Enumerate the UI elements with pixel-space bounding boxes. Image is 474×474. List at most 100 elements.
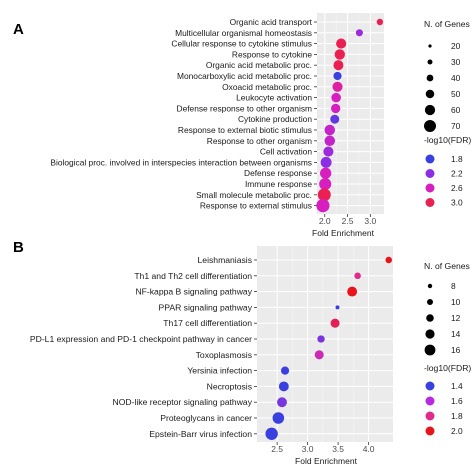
data-point <box>314 350 324 360</box>
color-legend-dot <box>425 426 435 436</box>
x-tick-label: 2.5 <box>271 444 283 454</box>
data-point <box>354 272 361 280</box>
category-label: Response to cytokine <box>232 49 312 59</box>
data-point <box>332 81 343 92</box>
data-point <box>376 18 384 26</box>
data-point <box>317 188 331 202</box>
size-legend-dot <box>424 120 436 132</box>
color-legend-label: 3.0 <box>451 198 463 208</box>
data-point <box>265 427 278 440</box>
x-tick-label: 3.0 <box>302 444 314 454</box>
category-label: PPAR signaling pathway <box>159 302 253 312</box>
x-axis-title: Fold Enrichment <box>312 228 375 238</box>
size-legend-label: 30 <box>451 57 461 67</box>
category-label: Yersinia infection <box>187 366 252 376</box>
category-label: Response to other organism <box>207 136 312 146</box>
color-legend-dot <box>425 396 435 406</box>
category-label: Cellular response to cytokine stimulus <box>171 39 312 49</box>
size-legend-dot <box>425 329 435 339</box>
size-legend-dot <box>424 344 436 356</box>
category-label: Organic acid metabolic proc. <box>206 60 312 70</box>
color-legend-title: -log10(FDR) <box>424 363 471 373</box>
x-axis-title: Fold Enrichment <box>295 456 358 466</box>
data-point <box>333 71 342 81</box>
size-legend-dot <box>427 59 433 65</box>
size-legend-label: 40 <box>451 73 461 83</box>
data-point <box>355 29 363 37</box>
category-label: Small molecule metabolic proc. <box>196 190 312 200</box>
category-label: Response to external stimulus <box>200 201 312 211</box>
color-legend-dot <box>425 198 435 207</box>
data-point <box>331 103 341 114</box>
size-legend-label: 50 <box>451 89 461 99</box>
category-label: Leishmaniasis <box>198 255 252 265</box>
size-legend-label: 20 <box>451 41 461 51</box>
category-label: Leukocyte activation <box>236 93 312 103</box>
category-label: Cytokine production <box>238 114 312 124</box>
data-point <box>324 124 336 136</box>
data-point <box>323 146 334 157</box>
size-legend-dot <box>424 104 436 116</box>
color-legend-dot <box>425 183 435 193</box>
category-label: Biological proc. involved in interspecie… <box>50 157 312 167</box>
data-point <box>324 135 336 147</box>
category-label: Necroptosis <box>207 381 252 391</box>
data-point <box>385 256 392 264</box>
data-point <box>280 366 290 375</box>
data-point <box>278 381 289 392</box>
color-legend-title: -log10(FDR) <box>424 135 471 145</box>
panel-letter: B <box>13 239 24 256</box>
category-label: NF-kappa B signaling pathway <box>135 287 252 297</box>
color-legend-label: 1.6 <box>451 396 463 406</box>
x-tick-label: 2.0 <box>319 216 331 226</box>
data-point <box>272 412 285 424</box>
category-label: Toxoplasmosis <box>196 350 252 360</box>
data-point <box>330 318 340 328</box>
category-label: Cell activation <box>260 147 312 157</box>
x-tick-label: 2.5 <box>342 216 354 226</box>
category-label: Response to external biotic stimulus <box>178 125 312 135</box>
size-legend-title: N. of Genes <box>424 19 470 29</box>
size-legend-label: 60 <box>451 105 461 115</box>
size-legend-title: N. of Genes <box>424 261 470 271</box>
data-point <box>336 38 347 49</box>
size-legend-label: 70 <box>451 121 461 131</box>
data-point <box>347 286 358 297</box>
color-legend-label: 1.8 <box>451 154 463 164</box>
category-label: Multicellular organismal homeostasis <box>175 28 312 38</box>
color-legend-dot <box>425 169 435 178</box>
size-legend-label: 8 <box>451 281 456 291</box>
size-legend-dot <box>427 283 433 289</box>
category-label: Organic acid transport <box>230 17 313 27</box>
data-point <box>320 167 332 179</box>
category-label: Oxoacid metabolic proc. <box>222 82 312 92</box>
data-point <box>331 92 341 103</box>
category-label: Defense response to other organism <box>177 103 312 113</box>
color-legend-label: 1.8 <box>451 411 463 421</box>
size-legend-label: 12 <box>451 313 461 323</box>
category-label: Th17 cell differentiation <box>163 318 252 328</box>
panel-letter: A <box>13 21 24 38</box>
data-point <box>317 335 325 343</box>
data-point <box>277 397 287 408</box>
size-legend-dot <box>426 314 434 322</box>
category-label: Epstein-Barr virus infection <box>149 429 252 439</box>
color-legend-label: 2.6 <box>451 183 463 193</box>
category-label: Monocarboxylic acid metabolic proc. <box>177 71 312 81</box>
data-point <box>330 114 340 124</box>
data-point <box>320 156 332 168</box>
category-label: Th1 and Th2 cell differentiation <box>134 271 252 281</box>
color-legend-dot <box>425 154 435 164</box>
color-legend-label: 2.0 <box>451 426 463 436</box>
size-legend-dot <box>426 74 434 82</box>
x-tick-label: 3.5 <box>332 444 344 454</box>
size-legend-dot <box>425 89 435 99</box>
color-legend-dot <box>425 381 435 391</box>
category-label: Defense response <box>244 168 312 178</box>
data-point <box>333 60 344 71</box>
category-label: Immune response <box>245 179 312 189</box>
size-legend-label: 14 <box>451 329 461 339</box>
category-label: PD-L1 expression and PD-1 checkpoint pat… <box>30 334 252 344</box>
